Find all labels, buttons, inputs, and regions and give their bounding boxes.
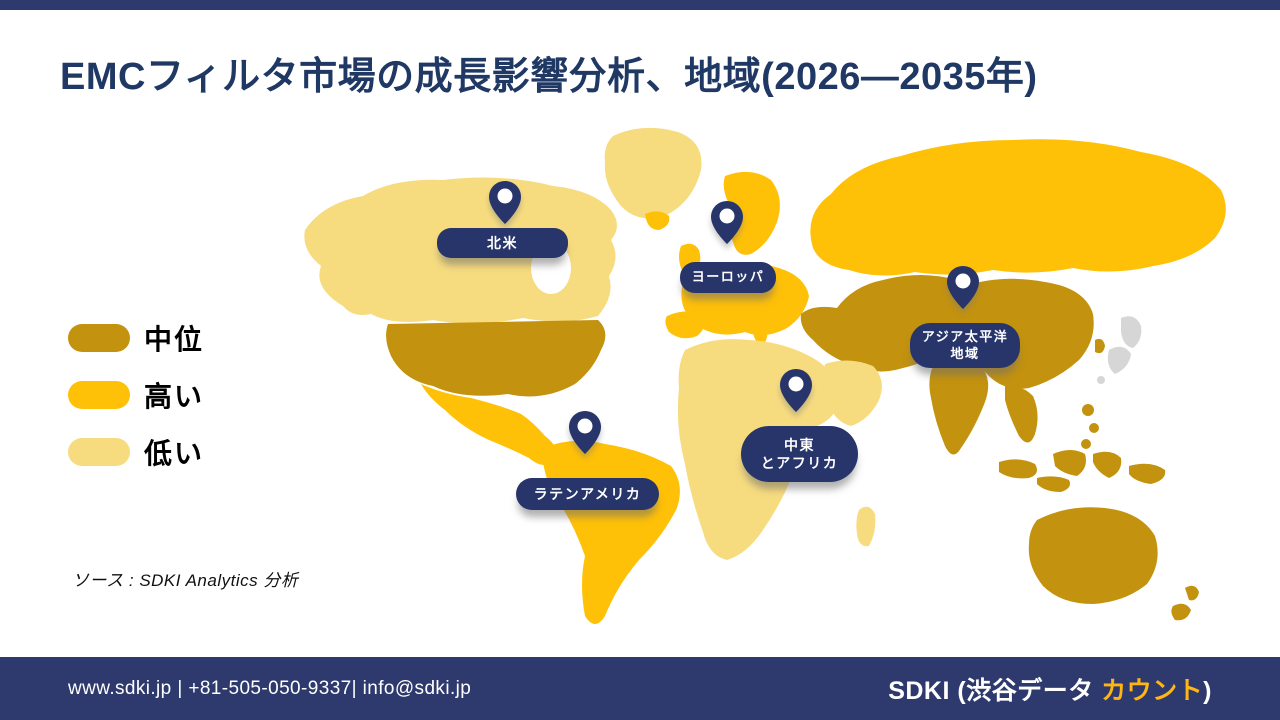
continent-greenland bbox=[604, 127, 702, 219]
footer-brand: SDKI (渋谷データ カウント) bbox=[888, 671, 1212, 707]
legend-item-medium: 中位 bbox=[68, 318, 204, 358]
region-marker-north-america: 北米 bbox=[437, 180, 568, 260]
map-pin-icon bbox=[780, 369, 812, 412]
region-label-europe: ヨーロッパ bbox=[680, 262, 776, 293]
map-pin-icon bbox=[569, 411, 601, 454]
continent-europe bbox=[645, 171, 809, 346]
continent-australia bbox=[1028, 507, 1199, 621]
map-pin-icon bbox=[947, 266, 979, 309]
continent-japan bbox=[1097, 316, 1142, 384]
legend-item-low: 低い bbox=[68, 432, 204, 472]
region-marker-asia-pacific: アジア太平洋 地域 bbox=[910, 265, 1020, 370]
brand-highlight: カウント bbox=[1101, 676, 1204, 705]
region-label-text2: とアフリカ bbox=[760, 455, 839, 471]
region-label-asia-pacific: アジア太平洋 地域 bbox=[910, 323, 1020, 368]
source-note: ソース : SDKI Analytics 分析 bbox=[72, 571, 299, 590]
region-label-north-america: 北米 bbox=[437, 228, 568, 258]
brand-prefix: SDKI (渋谷データ bbox=[888, 676, 1102, 705]
brand-suffix: ) bbox=[1203, 676, 1212, 705]
region-label-text2: 地域 bbox=[950, 345, 980, 361]
footer-contact-links[interactable]: www.sdki.jp | +81-505-050-9337| info@sdk… bbox=[68, 677, 472, 699]
legend-swatch-medium bbox=[68, 324, 130, 352]
legend-label-high: 高い bbox=[144, 381, 205, 412]
region-label-text: 北米 bbox=[487, 234, 518, 251]
legend-label-low: 低い bbox=[144, 438, 205, 469]
map-pin-icon bbox=[489, 181, 521, 224]
region-marker-latin-america: ラテンアメリカ bbox=[516, 410, 659, 515]
continent-arabia bbox=[823, 360, 882, 426]
continent-southeast-asia bbox=[999, 385, 1166, 492]
region-marker-europe: ヨーロッパ bbox=[680, 200, 776, 295]
legend-item-high: 高い bbox=[68, 375, 204, 415]
continent-mexico-central-america bbox=[421, 384, 557, 466]
legend-swatch-high bbox=[68, 381, 130, 409]
continent-usa bbox=[386, 320, 606, 397]
region-label-text: ラテンアメリカ bbox=[533, 485, 642, 502]
map-pin-icon bbox=[711, 201, 743, 244]
top-accent-bar bbox=[0, 0, 1280, 10]
legend-swatch-low bbox=[68, 438, 130, 466]
region-label-middle-east-africa: 中東 とアフリカ bbox=[741, 426, 858, 482]
region-marker-middle-east-africa: 中東 とアフリカ bbox=[741, 368, 858, 488]
region-label-text: アジア太平洋 bbox=[921, 328, 1009, 344]
page-title: EMCフィルタ市場の成長影響分析、地域(2026—2035年) bbox=[60, 56, 1038, 98]
legend-label-medium: 中位 bbox=[144, 324, 205, 355]
region-label-latin-america: ラテンアメリカ bbox=[516, 478, 659, 510]
footer-bar: www.sdki.jp | +81-505-050-9337| info@sdk… bbox=[0, 657, 1280, 720]
continent-russia bbox=[810, 139, 1226, 276]
region-label-text: 中東 bbox=[784, 436, 815, 453]
region-label-text: ヨーロッパ bbox=[691, 269, 765, 285]
growth-legend: 中位 高い 低い bbox=[68, 318, 204, 489]
continent-india bbox=[929, 361, 989, 455]
